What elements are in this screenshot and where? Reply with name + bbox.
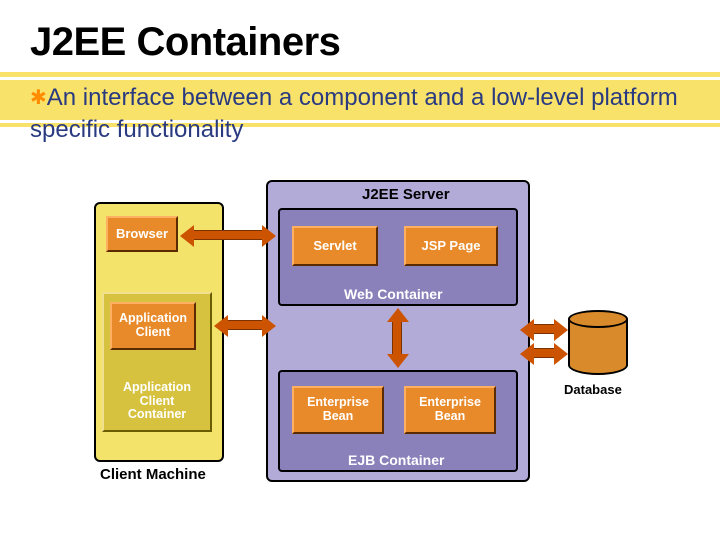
servlet-box: Servlet	[292, 226, 378, 266]
app-client-container-label: Application Client Container	[112, 381, 202, 422]
jsp-label: JSP Page	[421, 239, 480, 253]
bullet-line: ✱An interface between a component and a …	[30, 82, 690, 147]
arrow-browser-web	[192, 230, 264, 240]
architecture-diagram: Client Machine Browser Application Clien…	[88, 180, 648, 500]
app-client-label: Application Client	[112, 312, 194, 340]
j2ee-server-label: J2EE Server	[362, 186, 450, 203]
database-label: Database	[564, 382, 622, 397]
app-client-box: Application Client	[110, 302, 196, 350]
decor-stripe	[0, 72, 720, 77]
slide: J2EE Containers ✱An interface between a …	[0, 0, 720, 540]
bullet-icon: ✱	[30, 87, 47, 109]
jsp-box: JSP Page	[404, 226, 498, 266]
ejb-container-label: EJB Container	[348, 452, 444, 468]
browser-label: Browser	[116, 227, 168, 241]
arrow-web-db	[532, 324, 556, 334]
client-machine-label: Client Machine	[100, 466, 206, 483]
arrow-ejb-db	[532, 348, 556, 358]
arrow-web-ejb	[392, 320, 402, 356]
arrow-appclient-ejb	[226, 320, 264, 330]
bullet-text: An interface between a component and a l…	[30, 84, 678, 143]
web-container-label: Web Container	[344, 286, 443, 302]
browser-box: Browser	[106, 216, 178, 252]
ejb-bean2-label: Enterprise Bean	[406, 396, 494, 424]
slide-title: J2EE Containers	[30, 20, 340, 65]
ejb-bean2-box: Enterprise Bean	[404, 386, 496, 434]
ejb-bean1-box: Enterprise Bean	[292, 386, 384, 434]
ejb-bean1-label: Enterprise Bean	[294, 396, 382, 424]
servlet-label: Servlet	[313, 239, 356, 253]
database-top	[568, 310, 628, 328]
